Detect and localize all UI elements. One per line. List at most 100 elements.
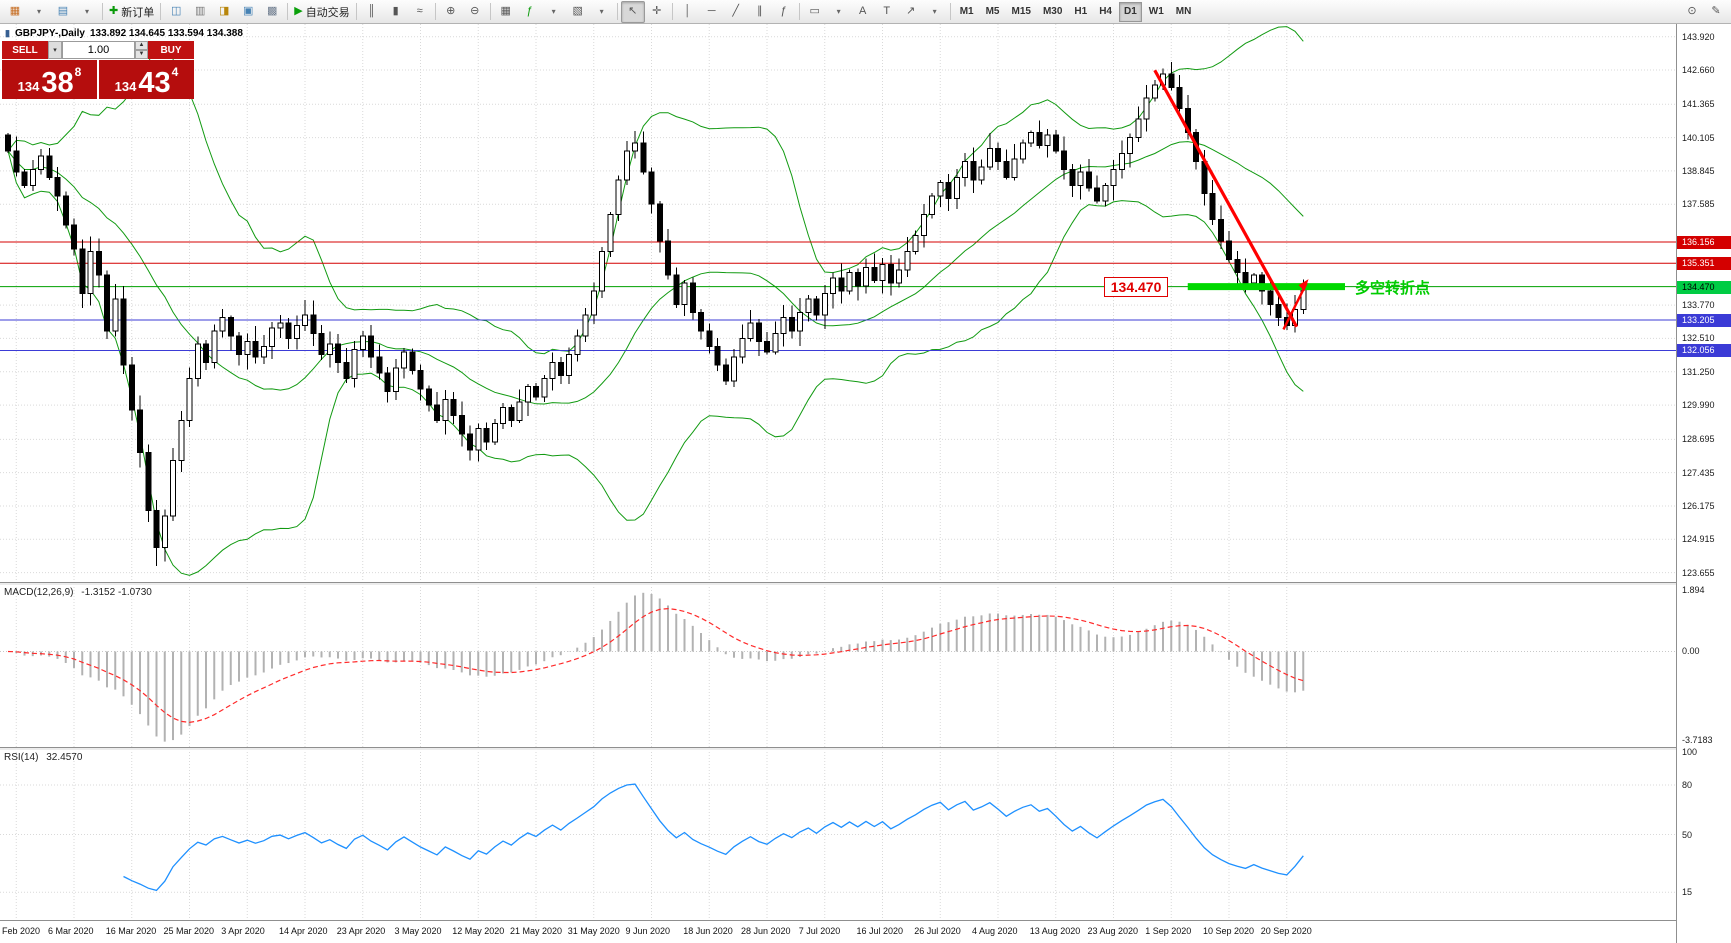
channel-icon[interactable]: ∥ [748, 1, 772, 23]
templates-icon[interactable]: ▧ [566, 1, 590, 23]
timeframe-h1[interactable]: H1 [1074, 6, 1088, 17]
zoom-in-icon[interactable]: ⊕ [439, 1, 463, 23]
terminal-icon: ▣ [243, 5, 254, 17]
price-axis-label: 126.175 [1682, 500, 1715, 511]
timeframe-m15[interactable]: M15 [1011, 6, 1031, 17]
timeframe-mn[interactable]: MN [1175, 6, 1192, 17]
grid-lines [0, 24, 1676, 920]
rsi-line [123, 783, 1304, 892]
zoom-out-icon[interactable]: ⊖ [463, 1, 487, 23]
market-watch-icon[interactable]: ◫ [164, 1, 188, 23]
chart-profiles-caret-icon[interactable]: ▾ [75, 1, 99, 23]
new-chart-caret-icon[interactable]: ▾ [27, 1, 51, 23]
strategy-tester-icon[interactable]: ▩ [260, 1, 284, 23]
indicators-add-icon[interactable]: ƒ [518, 1, 542, 23]
edit-icon: ✎ [1711, 5, 1721, 17]
timeframe-h4[interactable]: H4 [1099, 6, 1112, 17]
search-icon[interactable]: ⊙ [1680, 1, 1704, 23]
arrows-caret-icon[interactable]: ▾ [923, 1, 947, 23]
new-chart-icon[interactable]: ▦ [3, 1, 27, 23]
templates-caret-icon[interactable]: ▾ [590, 1, 614, 23]
price-axis[interactable]: 143.920 142.660 141.365 140.105 138.845 137.5… [1676, 24, 1731, 943]
timeframe-w1[interactable]: W1 [1148, 6, 1164, 17]
timeframe-d1[interactable]: D1 [1119, 1, 1142, 22]
candle-body [1151, 84, 1158, 99]
candle-body [607, 213, 614, 252]
candle-body [648, 171, 655, 205]
chart-profiles-icon[interactable]: ▤ [51, 1, 75, 23]
indicators-caret-icon[interactable]: ▾ [542, 1, 566, 23]
fibonacci-icon[interactable]: ƒ [772, 1, 796, 23]
autotrade-button[interactable]: ▶ 自动交易 [291, 1, 352, 23]
arrows-icon[interactable]: ↗ [899, 1, 923, 23]
toolbar-separator [616, 3, 618, 20]
shapes-icon[interactable]: ▭ [803, 1, 827, 23]
candle-body [417, 369, 424, 390]
candle-body [912, 235, 919, 252]
main-panel-layer [0, 26, 1676, 576]
panel-separator[interactable] [0, 747, 1676, 750]
candlestick-chart-icon: ▮ [392, 5, 399, 17]
candle-body [29, 168, 36, 186]
candle-body [409, 351, 416, 371]
bar-chart-icon[interactable]: ║ [360, 1, 384, 23]
volume-input[interactable] [62, 41, 135, 59]
buy-button[interactable]: BUY [148, 41, 194, 59]
navigator-icon[interactable]: ◨ [212, 1, 236, 23]
trendline-icon[interactable]: ╱ [724, 1, 748, 23]
date-axis-label: 3 Apr 2020 [221, 926, 265, 936]
shapes-caret-icon[interactable]: ▾ [827, 1, 851, 23]
line-chart-icon[interactable]: ≈ [408, 1, 432, 23]
buy-price-button[interactable]: 134 43 4 [99, 60, 194, 99]
sell-button[interactable]: SELL [2, 41, 48, 59]
indicators-caret-icon: ▾ [551, 6, 556, 16]
tile-windows-icon[interactable]: ▦ [494, 1, 518, 23]
price-axis-label: 131.250 [1682, 366, 1715, 377]
pivot-annotation[interactable]: 多空转折点 [1355, 279, 1431, 297]
price-axis-label: 140.105 [1682, 132, 1715, 143]
order-options-caret-icon[interactable]: ▾ [48, 41, 62, 59]
data-window-icon[interactable]: ▥ [188, 1, 212, 23]
navigator-icon: ◨ [219, 5, 230, 17]
volume-up-icon[interactable]: ▲ [135, 41, 148, 50]
panel-separator[interactable] [0, 582, 1676, 585]
candle-body [788, 317, 795, 332]
candle-body [491, 422, 498, 443]
candle-body [211, 330, 218, 364]
timeframe-m5[interactable]: M5 [985, 6, 1000, 17]
channel-icon: ∥ [756, 5, 763, 17]
timeframe-m1[interactable]: M1 [959, 6, 974, 17]
volume-down-icon[interactable]: ▼ [135, 50, 148, 59]
candle-body [335, 343, 341, 364]
fibonacci-icon: ƒ [780, 5, 787, 17]
candle-body [145, 451, 152, 512]
cursor-icon[interactable]: ↖ [620, 0, 645, 23]
candle-body [95, 250, 102, 276]
candle-body [1061, 150, 1067, 170]
candle-body [38, 155, 44, 170]
text-icon[interactable]: A [851, 1, 875, 23]
date-axis-label: 25 Mar 2020 [163, 926, 215, 936]
sell-price-button[interactable]: 134 38 8 [2, 60, 97, 99]
candle-body [863, 266, 869, 287]
candlestick-chart-icon[interactable]: ▮ [384, 1, 408, 23]
horizontal-line-icon[interactable]: ─ [700, 1, 724, 23]
pivot-price-label[interactable]: 134.470 [1103, 276, 1169, 297]
candle-body [1102, 184, 1109, 202]
date-axis[interactable]: Feb 2020 6 Mar 2020 16 Mar 2020 25 Mar 2020… [0, 920, 1676, 943]
trend-hook-line[interactable] [1282, 282, 1308, 330]
crosshair-icon[interactable]: ✛ [645, 1, 669, 23]
buy-price-figure: 134 [114, 79, 137, 94]
vertical-line-icon[interactable]: │ [676, 1, 700, 23]
text-label-icon[interactable]: T [875, 1, 899, 23]
price-axis-label: 133.770 [1682, 300, 1715, 311]
timeframe-m30[interactable]: M30 [1042, 6, 1063, 17]
candle-body [772, 332, 779, 353]
new-order-button[interactable]: ✚ 新订单 [106, 1, 157, 23]
candle-body [706, 330, 713, 348]
terminal-icon[interactable]: ▣ [236, 1, 260, 23]
candle-body [434, 404, 440, 422]
trendline[interactable] [1153, 69, 1299, 328]
edit-icon[interactable]: ✎ [1704, 1, 1728, 23]
